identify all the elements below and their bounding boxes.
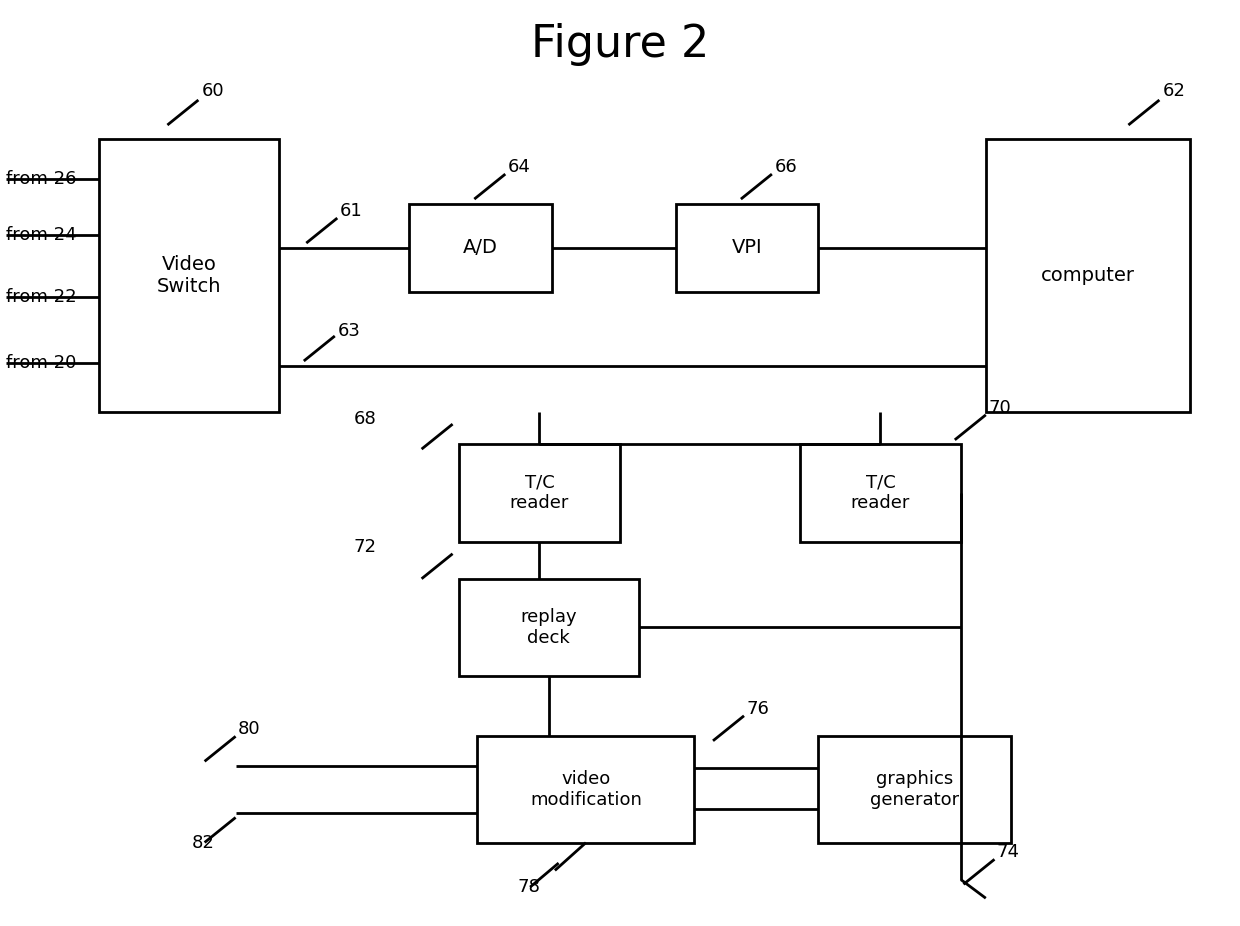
Text: 68: 68 xyxy=(353,410,376,428)
Text: 70: 70 xyxy=(988,399,1011,417)
Bar xyxy=(99,139,279,412)
Text: Figure 2: Figure 2 xyxy=(531,23,709,66)
Text: 62: 62 xyxy=(1163,82,1185,100)
Text: 61: 61 xyxy=(340,202,362,219)
Text: 80: 80 xyxy=(238,720,260,738)
Text: A/D: A/D xyxy=(463,238,498,257)
Text: 60: 60 xyxy=(202,82,224,100)
Text: from 20: from 20 xyxy=(6,354,77,372)
Text: 76: 76 xyxy=(746,700,769,718)
Bar xyxy=(800,444,961,542)
Text: 64: 64 xyxy=(508,158,531,176)
Bar xyxy=(459,444,620,542)
Text: 74: 74 xyxy=(997,844,1021,861)
Text: 82: 82 xyxy=(192,833,215,852)
Text: T/C
reader: T/C reader xyxy=(510,474,569,512)
Text: 72: 72 xyxy=(353,538,377,556)
Text: video
modification: video modification xyxy=(529,770,642,808)
Text: VPI: VPI xyxy=(732,238,763,257)
Text: 66: 66 xyxy=(774,158,797,176)
Bar xyxy=(676,204,818,292)
Bar xyxy=(409,204,552,292)
Text: 78: 78 xyxy=(518,879,541,896)
Text: graphics
generator: graphics generator xyxy=(870,770,959,808)
Bar xyxy=(986,139,1190,412)
Text: from 22: from 22 xyxy=(6,288,77,307)
Bar xyxy=(477,736,694,843)
Text: from 24: from 24 xyxy=(6,226,77,244)
Bar xyxy=(459,579,639,676)
Text: T/C
reader: T/C reader xyxy=(851,474,910,512)
Text: from 26: from 26 xyxy=(6,169,77,187)
Text: 63: 63 xyxy=(337,321,360,340)
Bar xyxy=(818,736,1011,843)
Text: computer: computer xyxy=(1042,266,1135,285)
Text: replay
deck: replay deck xyxy=(521,608,577,646)
Text: Video
Switch: Video Switch xyxy=(156,255,222,296)
